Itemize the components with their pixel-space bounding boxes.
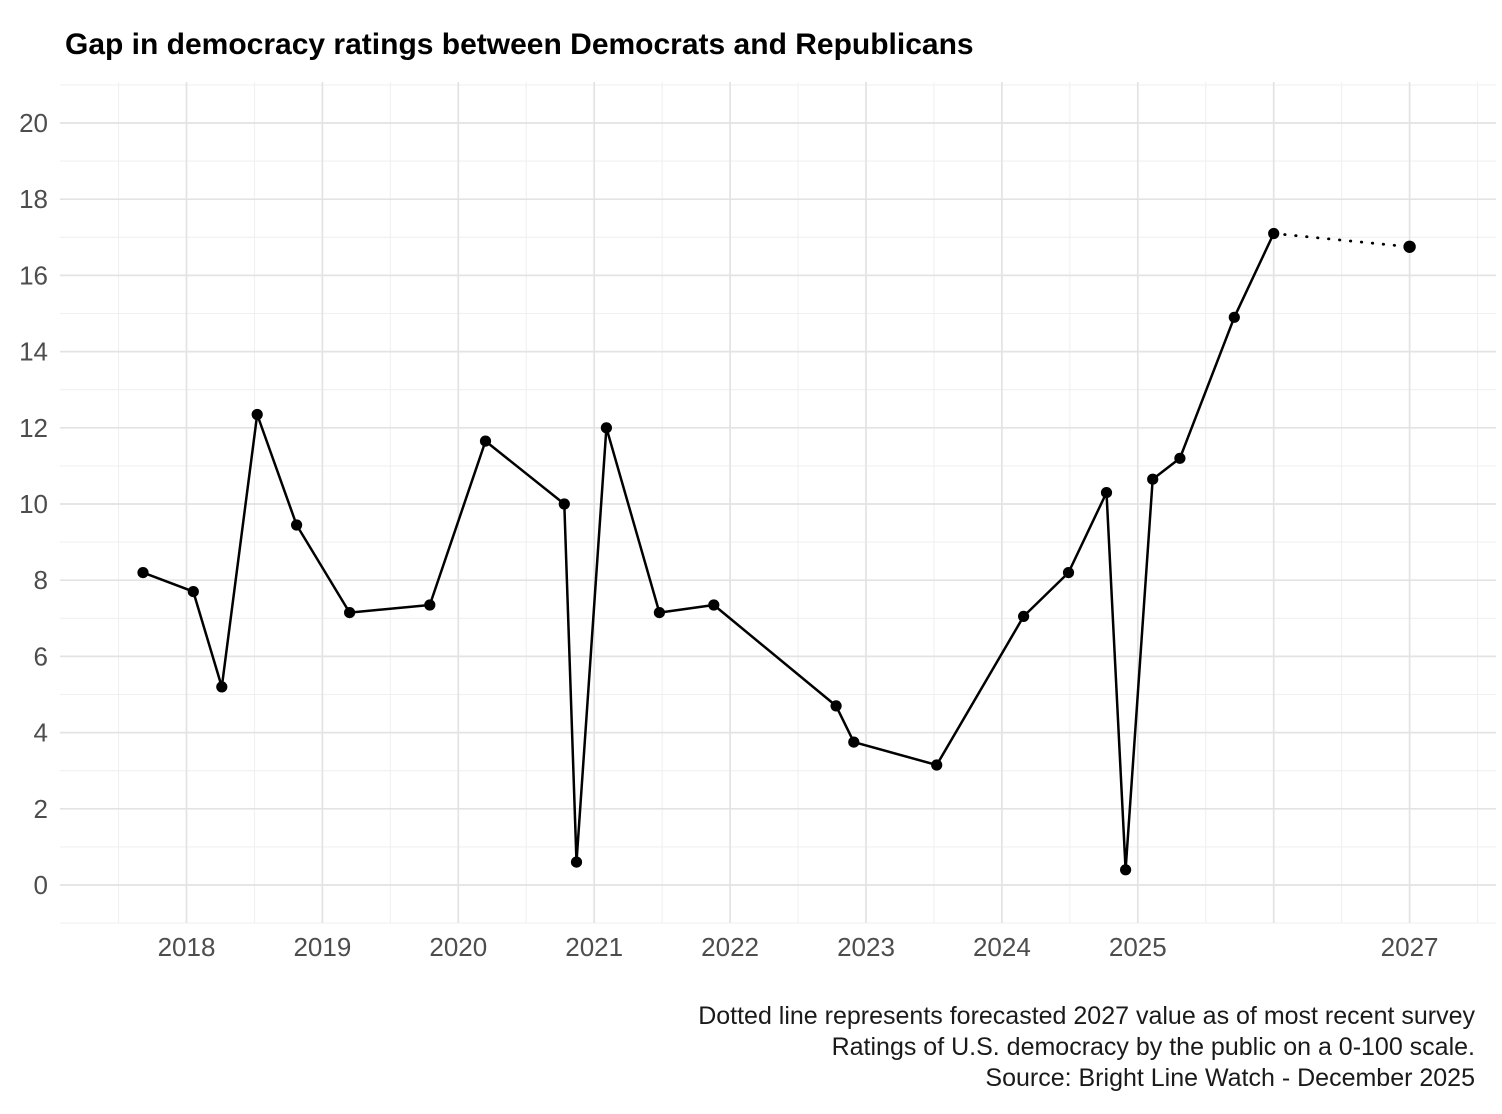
chart-title: Gap in democracy ratings between Democra… xyxy=(65,28,974,61)
data-point xyxy=(216,681,228,693)
data-point xyxy=(1018,610,1030,623)
data-point xyxy=(848,736,860,748)
y-tick-label: 20 xyxy=(19,108,48,138)
data-point xyxy=(558,498,570,510)
y-tick-label: 14 xyxy=(19,337,48,367)
x-tick-label: 2020 xyxy=(429,932,487,962)
data-point xyxy=(1100,487,1113,499)
data-point xyxy=(708,599,720,611)
data-point xyxy=(1268,227,1280,240)
data-point xyxy=(931,759,943,771)
data-point xyxy=(424,599,436,611)
forecast-point xyxy=(1403,240,1416,253)
data-point xyxy=(600,422,613,434)
data-point xyxy=(1062,567,1075,579)
y-tick-label: 6 xyxy=(34,641,48,671)
data-point xyxy=(830,700,842,712)
x-tick-label: 2023 xyxy=(837,932,895,962)
forecast-2027-line xyxy=(1272,232,1411,249)
x-tick-label: 2019 xyxy=(293,932,351,962)
data-point xyxy=(653,607,666,619)
data-point xyxy=(137,567,149,579)
data-point xyxy=(1174,452,1186,464)
x-tick-label: 2018 xyxy=(158,932,216,962)
y-tick-label: 2 xyxy=(34,794,48,824)
x-tick-label: 2021 xyxy=(565,932,623,962)
x-tick-label: 2027 xyxy=(1381,932,1439,962)
data-point xyxy=(1228,311,1240,323)
caption-source: Source: Bright Line Watch - December 202… xyxy=(985,1064,1475,1092)
y-tick-label: 0 xyxy=(34,870,48,900)
y-tick-label: 10 xyxy=(19,489,48,519)
data-point xyxy=(291,519,303,531)
y-tick-label: 8 xyxy=(34,565,48,595)
data-point xyxy=(344,607,356,619)
data-point xyxy=(570,856,583,868)
y-tick-label: 4 xyxy=(34,718,48,748)
data-point xyxy=(1120,864,1132,876)
data-point xyxy=(251,408,263,421)
y-tick-label: 12 xyxy=(19,413,48,443)
x-tick-label: 2024 xyxy=(973,932,1031,962)
data-point xyxy=(1147,473,1159,485)
y-tick-label: 18 xyxy=(19,184,48,214)
data-point xyxy=(187,586,199,598)
chart-caption: Dotted line represents forecasted 2027 v… xyxy=(698,1001,1475,1094)
x-tick-label: 2022 xyxy=(701,932,759,962)
caption-scale-note: Ratings of U.S. democracy by the public … xyxy=(831,1033,1475,1061)
y-tick-label: 16 xyxy=(19,260,48,290)
observed-gap-line xyxy=(142,232,1275,872)
x-tick-label: 2025 xyxy=(1109,932,1167,962)
data-point xyxy=(479,435,492,447)
caption-forecast-note: Dotted line represents forecasted 2027 v… xyxy=(698,1002,1475,1030)
